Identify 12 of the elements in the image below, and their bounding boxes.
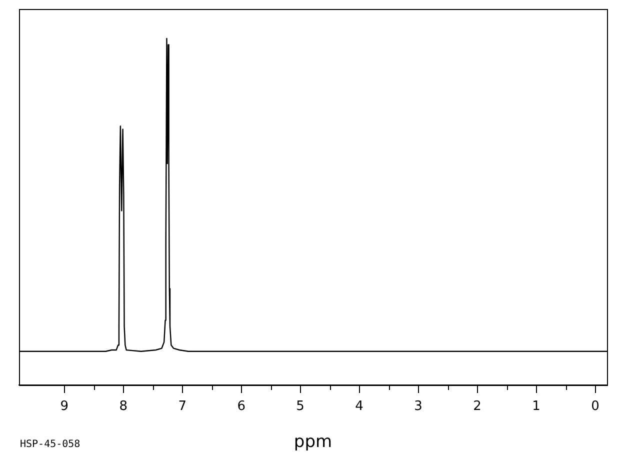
x-tick-label: 6 bbox=[237, 399, 246, 414]
x-tick-label: 1 bbox=[532, 399, 540, 414]
x-tick-label: 3 bbox=[414, 399, 422, 414]
x-tick-label: 5 bbox=[296, 399, 304, 414]
text: HSP-45-058 bbox=[20, 439, 80, 450]
x-tick-label: 0 bbox=[591, 399, 600, 414]
x-tick-label: 9 bbox=[60, 399, 69, 414]
x-tick-label: 4 bbox=[355, 399, 364, 414]
x-axis-title: ppm bbox=[294, 432, 332, 452]
x-tick-label: 8 bbox=[119, 399, 128, 414]
x-tick-label: 2 bbox=[473, 399, 482, 414]
x-tick-label: 7 bbox=[178, 399, 187, 414]
